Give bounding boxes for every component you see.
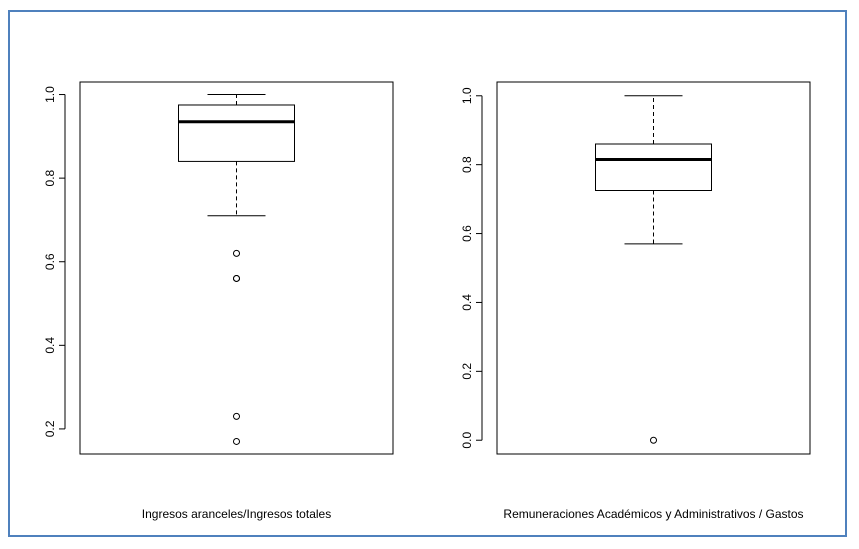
outlier-point <box>233 274 240 282</box>
outlier-point <box>233 437 240 445</box>
box-group <box>595 95 712 245</box>
y-tick-label: 0.8 <box>43 169 57 186</box>
y-tick-label: 0.0 <box>460 432 474 449</box>
outlier-point <box>650 436 657 444</box>
outlier-group <box>233 249 240 445</box>
x-axis-label: Remuneraciones Académicos y Administrati… <box>503 507 803 521</box>
boxplot-panel-1: 0.2 0.4 0.6 0.8 1.0 Ingresos aranceles/Ingre… <box>43 81 394 521</box>
y-axis: 0.0 0.2 0.4 0.6 0.8 1.0 <box>460 87 483 449</box>
y-axis: 0.2 0.4 0.6 0.8 1.0 <box>43 86 66 437</box>
y-tick-label: 0.2 <box>43 420 57 437</box>
outlier-point <box>233 249 240 257</box>
y-tick-label: 0.6 <box>460 225 474 242</box>
outlier-group <box>650 436 657 444</box>
y-tick-label: 0.6 <box>43 253 57 270</box>
boxplot-panel-2: 0.0 0.2 0.4 0.6 0.8 1.0 Remuneraciones Académ… <box>460 81 811 521</box>
interquartile-box <box>595 143 712 191</box>
box-group <box>178 94 295 217</box>
y-tick-label: 0.8 <box>460 156 474 173</box>
y-tick-label: 1.0 <box>43 86 57 103</box>
plot-area-border <box>79 81 394 455</box>
interquartile-box <box>178 104 295 162</box>
y-tick-label: 0.4 <box>43 337 57 354</box>
y-tick-label: 0.4 <box>460 294 474 311</box>
plot-area-border <box>496 81 811 455</box>
outlier-point <box>233 412 240 420</box>
x-axis-label: Ingresos aranceles/Ingresos totales <box>142 507 331 521</box>
y-tick-label: 1.0 <box>460 87 474 104</box>
figure-frame <box>8 10 847 537</box>
y-tick-label: 0.2 <box>460 363 474 380</box>
